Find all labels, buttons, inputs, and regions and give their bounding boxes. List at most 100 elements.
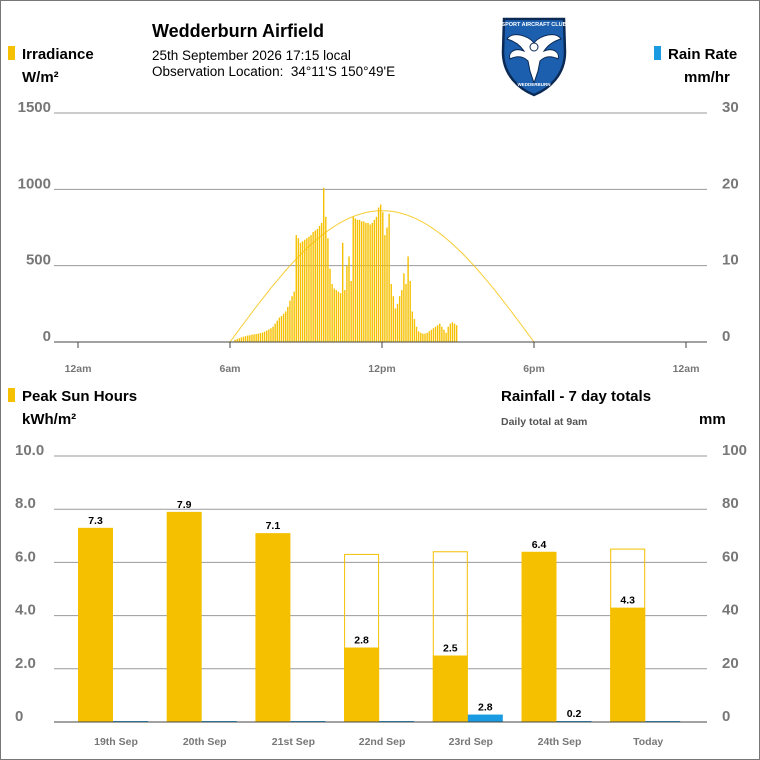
irradiance-bar bbox=[322, 187, 325, 342]
irradiance-bar bbox=[297, 238, 300, 342]
daily-category-label: 20th Sep bbox=[183, 736, 227, 748]
rain-rate-unit: mm/hr bbox=[684, 69, 730, 86]
irradiance-bar bbox=[401, 290, 403, 342]
irradiance-bar bbox=[341, 242, 344, 342]
irradiance-bar bbox=[356, 219, 359, 342]
rainfall-bar bbox=[467, 714, 503, 722]
irradiance-axes: 1500 1000 500 0 30 20 10 0 12am 6am 12pm 6pm 12am bbox=[18, 99, 739, 375]
irradiance-bar bbox=[270, 328, 272, 342]
irradiance-bar bbox=[320, 222, 323, 342]
irradiance-bar bbox=[415, 326, 418, 342]
irradiance-bar bbox=[422, 333, 424, 342]
irradiance-bar bbox=[367, 222, 369, 342]
irradiance-bar bbox=[354, 218, 357, 342]
irradiance-bar bbox=[451, 322, 454, 342]
irradiance-bar bbox=[352, 216, 354, 342]
peak-sun-hours-value-label: 2.5 bbox=[443, 643, 458, 655]
daily-category-label: Today bbox=[633, 736, 663, 748]
peak-sun-hours-value-label: 4.3 bbox=[620, 595, 635, 607]
irradiance-bar bbox=[409, 280, 411, 342]
rainfall-note: Daily total at 9am bbox=[501, 416, 588, 428]
irradiance-bar bbox=[369, 224, 371, 342]
irradiance-bar bbox=[278, 317, 281, 342]
irradiance-bar bbox=[365, 222, 367, 342]
clear-sky-curve bbox=[229, 210, 535, 343]
irradiance-bar bbox=[346, 265, 348, 342]
irradiance-bar bbox=[272, 326, 274, 342]
peak-sun-hours-y-tick-label: 4.0 bbox=[15, 602, 36, 619]
irradiance-bar bbox=[327, 238, 329, 342]
irradiance-bar bbox=[255, 334, 257, 342]
rain-rate-label: Rain Rate bbox=[668, 46, 738, 63]
irradiance-bar bbox=[331, 283, 333, 342]
daily-category-label: 21st Sep bbox=[272, 736, 315, 748]
irradiance-bar bbox=[318, 225, 321, 342]
peak-sun-hours-bar bbox=[344, 647, 380, 722]
rainfall-value-label: 2.8 bbox=[478, 702, 493, 714]
irradiance-x-tick-label: 12am bbox=[65, 363, 92, 375]
irradiance-bar bbox=[253, 334, 255, 342]
irradiance-bar bbox=[276, 320, 278, 342]
rainfall-y-tick-label: 20 bbox=[722, 655, 739, 672]
irradiance-bar bbox=[424, 333, 426, 342]
page-title: Wedderburn Airfield bbox=[152, 21, 325, 41]
irradiance-y-tick-label: 1500 bbox=[18, 99, 51, 116]
rain-rate-y-tick-label: 30 bbox=[722, 99, 739, 116]
irradiance-bar bbox=[234, 339, 236, 342]
location-label: Observation Location: bbox=[152, 64, 284, 79]
irradiance-bar bbox=[289, 300, 291, 342]
irradiance-bar bbox=[382, 212, 384, 342]
irradiance-bar bbox=[291, 296, 293, 342]
peak-sun-hours-value-label: 2.8 bbox=[354, 635, 369, 647]
rainfall-y-tick-label: 0 bbox=[722, 708, 730, 725]
peak-sun-hours-y-tick-label: 8.0 bbox=[15, 495, 36, 512]
irradiance-bar bbox=[268, 329, 270, 342]
irradiance-x-tick-label: 6am bbox=[219, 363, 240, 375]
irradiance-bar bbox=[301, 241, 304, 342]
irradiance-bar bbox=[293, 291, 295, 342]
daily-category-label: 24th Sep bbox=[538, 736, 582, 748]
observation-datetime: 25th September 2026 17:15 local bbox=[152, 48, 351, 63]
irradiance-bar bbox=[314, 230, 316, 342]
rain-rate-y-tick-label: 0 bbox=[722, 328, 730, 345]
irradiance-bar bbox=[377, 207, 380, 342]
peak-sun-hours-bar bbox=[521, 551, 557, 722]
irradiance-bar bbox=[299, 242, 302, 342]
peak-sun-hours-bar bbox=[78, 527, 113, 722]
irradiance-bar bbox=[282, 313, 285, 342]
irradiance-bar bbox=[403, 273, 405, 342]
rain-rate-y-tick-label: 10 bbox=[722, 252, 739, 269]
irradiance-bar bbox=[325, 216, 327, 342]
irradiance-bar bbox=[413, 319, 416, 342]
irradiance-bar bbox=[257, 333, 259, 342]
peak-sun-hours-bar bbox=[166, 511, 202, 722]
irradiance-bar bbox=[285, 311, 287, 342]
irradiance-bar bbox=[411, 311, 414, 342]
peak-sun-hours-value-label: 6.4 bbox=[532, 539, 547, 551]
irradiance-bar bbox=[350, 280, 352, 342]
irradiance-bar bbox=[420, 332, 422, 342]
rain-rate-y-tick-label: 20 bbox=[722, 175, 739, 192]
irradiance-bar bbox=[261, 332, 264, 342]
irradiance-bar bbox=[445, 332, 447, 342]
irradiance-bar bbox=[339, 293, 342, 342]
irradiance-bar bbox=[388, 213, 390, 342]
irradiance-bar bbox=[344, 290, 346, 342]
irradiance-bar bbox=[360, 221, 363, 342]
peak-sun-hours-y-tick-label: 0 bbox=[15, 708, 23, 725]
irradiance-bar bbox=[443, 329, 445, 342]
rainfall-totals-label: Rainfall - 7 day totals bbox=[501, 388, 652, 405]
irradiance-bar bbox=[312, 232, 314, 342]
rain-rate-legend-swatch bbox=[654, 46, 661, 60]
peak-sun-hours-y-tick-label: 10.0 bbox=[15, 442, 44, 459]
irradiance-bar bbox=[392, 296, 395, 342]
irradiance-bar bbox=[455, 325, 458, 342]
irradiance-bar bbox=[396, 303, 399, 342]
irradiance-bar bbox=[379, 204, 382, 342]
irradiance-bar bbox=[236, 338, 238, 342]
irradiance-bar bbox=[428, 331, 430, 342]
peak-sun-hours-value-label: 7.9 bbox=[177, 499, 192, 511]
peak-sun-hours-y-tick-label: 2.0 bbox=[15, 655, 36, 672]
irradiance-bar bbox=[384, 235, 386, 342]
irradiance-bar bbox=[449, 323, 452, 342]
